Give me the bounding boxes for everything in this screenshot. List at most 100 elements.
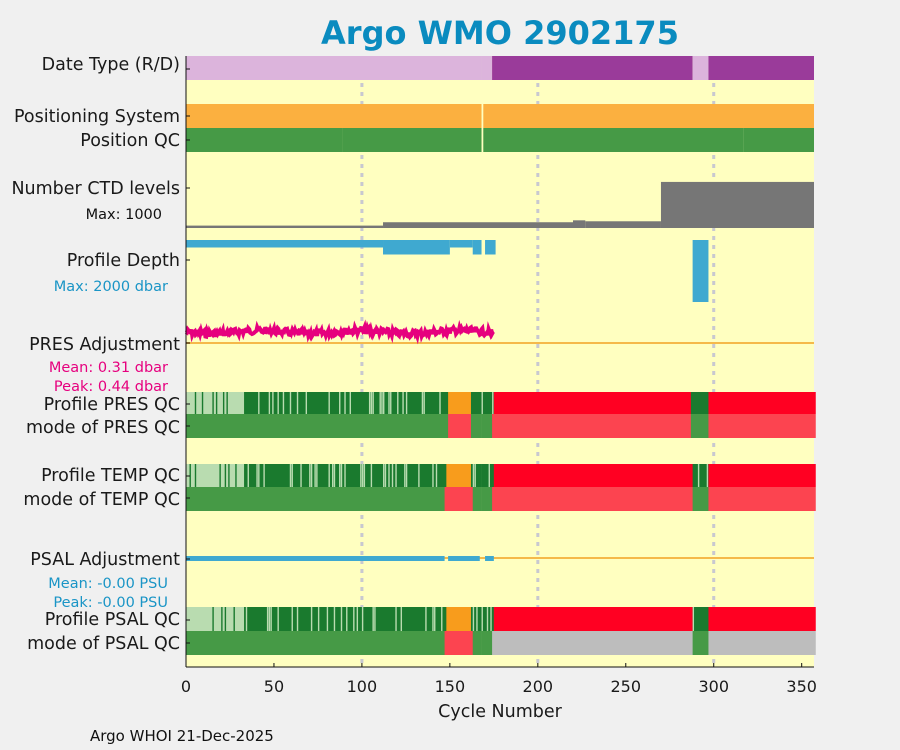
pres-qc-bar-stripe-1-63: [296, 392, 299, 414]
temp-qc-bar-stripe-1-90: [344, 464, 346, 487]
temp-qc-bar-stripe-1-87: [339, 464, 341, 487]
temp-qc-bar-7: [708, 464, 816, 487]
pres-qc-bar-stripe-1-81: [328, 392, 330, 414]
x-tick-label-300: 300: [698, 677, 729, 696]
pres-mode-bar-4: [492, 414, 693, 438]
label-mode-psal-qc: mode of PSAL QC: [27, 634, 180, 654]
data-mode-bar-4: [708, 56, 814, 80]
x-tick-label-150: 150: [435, 677, 466, 696]
psal-qc-bar-6: [692, 607, 711, 631]
temp-qc-bar-stripe-1-60: [291, 464, 293, 487]
psal-qc-bar-stripe-4-173: [490, 607, 492, 631]
psal-qc-bar-stripe-1-141: [434, 607, 436, 631]
psal-qc-bar-0: [186, 607, 246, 631]
temp-mode-bar-2: [472, 487, 482, 511]
temp-qc-bar-stripe-1-125: [405, 464, 408, 487]
pres-qc-bar-stripe-1-59: [289, 392, 292, 414]
pres-qc-bar-5: [493, 392, 693, 414]
temp-qc-bar-stripe-6-296: [706, 464, 709, 487]
gridlines: [360, 56, 716, 667]
pres-qc-bar-stripe-1-115: [388, 392, 390, 414]
profile-depth-bar-4: [485, 240, 496, 255]
psal-qc-bar-5: [493, 607, 695, 631]
label-pres-adjustment: PRES Adjustment: [29, 335, 180, 355]
temp-qc-bar-stripe-1-65: [300, 464, 302, 487]
temp-qc-bar-stripe-1-83: [332, 464, 334, 487]
psal-mode-bar-3: [481, 631, 494, 655]
profile-depth-bar-1: [383, 240, 450, 255]
pres-qc-bar-stripe-0-23: [226, 392, 228, 414]
temp-qc-bar-stripe-1-117: [391, 464, 394, 487]
psal-qc-bar-stripe-0-20: [221, 607, 223, 631]
psal-qc-bar-stripe-1-91: [346, 607, 348, 631]
ctd-levels-bar-2: [573, 220, 586, 228]
pres-qc-bar-stripe-1-134: [421, 392, 424, 414]
psal-qc-bar-2: [446, 607, 473, 631]
temp-qc-bar-stripe-1-101: [363, 464, 366, 487]
footer-credit: Argo WHOI 21-Dec-2025: [90, 727, 274, 745]
temp-qc-bar-stripe-3-163: [472, 464, 475, 487]
temp-qc-bar-stripe-1-140: [432, 464, 434, 487]
temp-qc-bar-stripe-6-291: [697, 464, 700, 487]
temp-qc-bar-stripe-1-44: [263, 464, 265, 487]
psal-qc-bar-stripe-1-47: [268, 607, 271, 631]
temp-qc-bar-stripe-1-40: [256, 464, 258, 487]
x-tick-label-200: 200: [523, 677, 554, 696]
temp-qc-bar-stripe-1-81: [328, 464, 330, 487]
psal-qc-bar-stripe-0-22: [224, 607, 227, 631]
data-mode-bar-2: [492, 56, 693, 80]
label-pres-peak: Peak: 0.44 dbar: [54, 379, 168, 395]
psal-adjustment-series-1: [448, 556, 480, 561]
psal-mode-bar-2: [472, 631, 482, 655]
pres-mode-bar-1: [448, 414, 473, 438]
psal-qc-bar-stripe-1-145: [441, 607, 443, 631]
label-ctd-levels: Number CTD levels: [11, 179, 180, 199]
data-mode-bar-3: [692, 56, 709, 80]
pres-qc-bar-stripe-1-41: [258, 392, 260, 414]
label-positioning-system: Positioning System: [14, 107, 180, 127]
label-mode-temp-qc: mode of TEMP QC: [23, 490, 180, 510]
profile-depth-bar-3: [472, 240, 482, 255]
temp-qc-bar-stripe-1-70: [309, 464, 311, 487]
temp-qc-bar-stripe-1-100: [361, 464, 364, 487]
psal-qc-bar-stripe-1-122: [400, 607, 403, 631]
psal-mode-bar-6: [708, 631, 816, 655]
pres-qc-bar-stripe-1-112: [383, 392, 385, 414]
pres-qc-bar-stripe-1-87: [339, 392, 341, 414]
data-mode-bar-0: [186, 56, 482, 80]
psal-qc-bar-stripe-1-48: [270, 607, 272, 631]
positioning-bar-0: [186, 104, 482, 128]
temp-qc-bar-stripe-1-105: [370, 464, 373, 487]
psal-qc-bar-stripe-1-52: [277, 607, 279, 631]
temp-qc-bar-stripe-1-115: [388, 464, 390, 487]
psal-adjustment-series-2: [485, 556, 494, 561]
psal-qc-bar-stripe-1-84: [333, 607, 336, 631]
pres-qc-bar-stripe-1-111: [381, 392, 383, 414]
psal-qc-bar-7: [708, 607, 816, 631]
pres-qc-bar-stripe-1-144: [439, 392, 441, 414]
temp-qc-bar-stripe-0-22: [224, 464, 227, 487]
psal-qc-bar-stripe-4-171: [486, 607, 489, 631]
temp-qc-bar-stripe-0-5: [194, 464, 197, 487]
psal-qc-bar-stripe-1-95: [353, 607, 355, 631]
pres-qc-bar-stripe-1-110: [379, 392, 381, 414]
pres-qc-bar-stripe-1-104: [368, 392, 371, 414]
data-mode-bar-1: [481, 56, 493, 80]
psal-qc-bar-stripe-1-97: [356, 607, 359, 631]
temp-qc-bar-stripe-1-71: [310, 464, 313, 487]
temp-qc-bar-5: [493, 464, 695, 487]
label-pres-mean: Mean: 0.31 dbar: [49, 360, 168, 376]
label-psal-peak: Peak: -0.00 PSU: [53, 595, 168, 611]
psal-qc-bar-stripe-1-71: [310, 607, 313, 631]
temp-qc-bar-stripe-1-99: [360, 464, 362, 487]
label-profile-temp-qc: Profile TEMP QC: [41, 466, 180, 486]
pres-qc-bar-stripe-1-47: [268, 392, 271, 414]
x-tick-label-250: 250: [611, 677, 642, 696]
chart-title: Argo WMO 2902175: [321, 14, 679, 52]
pres-qc-bar-stripe-0-15: [212, 392, 214, 414]
temp-mode-bar-3: [481, 487, 494, 511]
psal-qc-bar-stripe-6-288: [692, 607, 695, 631]
temp-mode-bar-5: [692, 487, 711, 511]
label-psal-mean: Mean: -0.00 PSU: [48, 576, 168, 592]
